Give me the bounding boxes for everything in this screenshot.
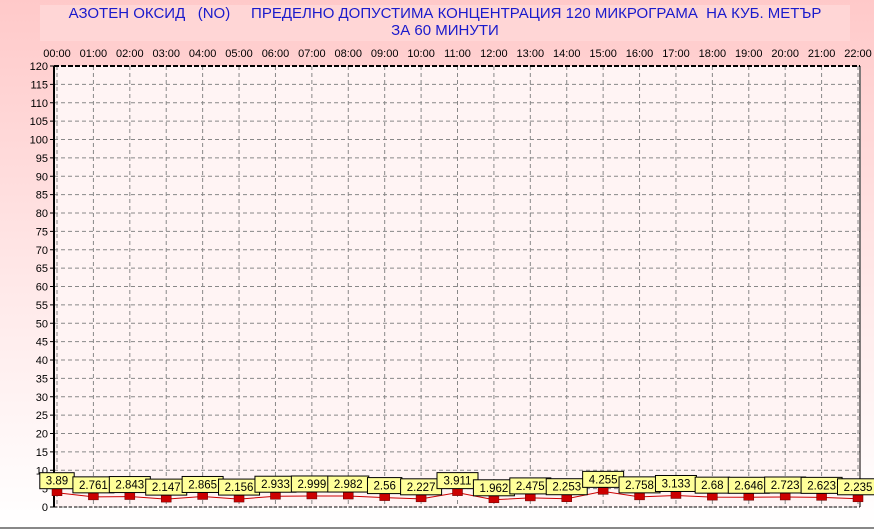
x-tick-label: 09:00 (371, 48, 399, 60)
x-tick-label: 00:00 (43, 48, 71, 60)
x-tick-label: 03:00 (152, 48, 180, 60)
data-point (160, 494, 172, 503)
y-tick-label: 115 (30, 79, 48, 91)
x-tick-label: 19:00 (735, 48, 763, 60)
y-tick-label: 85 (36, 190, 48, 202)
data-label: 2.623 (807, 480, 836, 492)
data-label: 2.235 (844, 482, 873, 494)
y-tick-label: 15 (36, 447, 48, 459)
y-tick-label: 105 (30, 116, 48, 128)
data-point (597, 487, 609, 495)
x-tick-label: 22:00 (844, 48, 872, 60)
data-point (124, 492, 136, 500)
y-tick-label: 30 (36, 392, 48, 404)
data-point (488, 495, 500, 504)
x-tick-label: 17:00 (662, 48, 690, 60)
x-tick-label: 14:00 (553, 48, 581, 60)
data-point (707, 492, 718, 501)
data-label: 2.475 (516, 481, 545, 493)
data-point (379, 493, 390, 501)
data-label: 2.723 (771, 480, 800, 492)
data-label: 2.56 (373, 481, 395, 493)
data-label: 2.147 (152, 482, 181, 494)
y-tick-label: 75 (36, 226, 48, 238)
data-point (452, 488, 463, 496)
data-point (233, 494, 245, 503)
y-tick-label: 100 (30, 135, 48, 147)
data-label: 4.255 (589, 474, 618, 486)
data-point (779, 492, 791, 501)
data-label: 1.962 (480, 483, 509, 495)
y-tick-label: 50 (36, 318, 48, 330)
chart-title: АЗОТЕН ОКСИД (NO) ПРЕДЕЛНО ДОПУСТИМА КОН… (68, 5, 822, 22)
data-label-box (837, 478, 874, 496)
data-point (306, 491, 318, 500)
data-point (270, 491, 281, 500)
x-tick-label: 12:00 (480, 48, 508, 60)
y-tick-label: 60 (36, 282, 48, 294)
data-label: 2.761 (79, 480, 108, 492)
y-tick-label: 70 (36, 245, 48, 257)
data-point (343, 491, 354, 500)
data-label: 3.89 (46, 476, 68, 488)
data-point (197, 492, 208, 500)
x-tick-label: 15:00 (589, 48, 617, 60)
x-tick-label: 07:00 (298, 48, 326, 60)
data-label: 2.646 (734, 480, 763, 492)
y-tick-label: 25 (36, 410, 48, 422)
x-tick-label: 16:00 (626, 48, 654, 60)
x-tick-label: 08:00 (335, 48, 363, 60)
data-label: 2.68 (701, 480, 723, 492)
x-tick-label: 13:00 (517, 48, 545, 60)
x-tick-label: 18:00 (699, 48, 727, 60)
y-tick-label: 80 (36, 208, 48, 220)
y-tick-label: 0 (42, 502, 48, 514)
data-label: 2.253 (552, 482, 581, 494)
data-point (88, 492, 99, 501)
data-point (525, 493, 536, 502)
data-label: 2.933 (261, 479, 290, 491)
data-point (816, 493, 827, 501)
y-tick-label: 95 (36, 153, 48, 165)
y-tick-label: 65 (36, 263, 48, 275)
y-tick-label: 55 (36, 300, 48, 312)
data-point (670, 491, 682, 499)
x-tick-label: 02:00 (116, 48, 144, 60)
data-label: 2.156 (225, 482, 254, 494)
data-label: 2.843 (115, 480, 144, 492)
data-label: 2.999 (297, 479, 326, 491)
data-point (634, 492, 645, 501)
x-tick-label: 04:00 (189, 48, 217, 60)
x-tick-label: 21:00 (808, 48, 836, 60)
x-tick-label: 01:00 (80, 48, 108, 60)
data-label: 3.911 (444, 476, 472, 488)
data-label: 2.758 (625, 480, 654, 492)
chart-title-box: АЗОТЕН ОКСИД (NO) ПРЕДЕЛНО ДОПУСТИМА КОН… (40, 5, 850, 41)
data-point (743, 493, 755, 501)
data-label: 2.865 (188, 479, 217, 491)
data-point (51, 488, 63, 496)
x-tick-label: 20:00 (771, 48, 799, 60)
chart-subtitle: ЗА 60 МИНУТИ (391, 22, 499, 39)
y-tick-label: 20 (36, 429, 48, 441)
y-tick-label: 5 (42, 484, 48, 496)
data-point (852, 494, 864, 503)
y-tick-label: 40 (36, 355, 48, 367)
x-tick-label: 11:00 (444, 48, 471, 60)
x-tick-label: 10:00 (407, 48, 435, 60)
y-tick-label: 120 (30, 61, 48, 73)
x-tick-label: 06:00 (262, 48, 290, 60)
y-tick-label: 90 (36, 171, 48, 183)
y-tick-label: 45 (36, 337, 48, 349)
y-tick-label: 35 (36, 373, 48, 385)
data-label: 3.133 (662, 478, 691, 490)
x-tick-label: 05:00 (225, 48, 253, 60)
y-tick-label: 110 (30, 98, 48, 110)
data-label: 2.982 (334, 479, 363, 491)
data-point (415, 494, 427, 503)
data-point (561, 494, 572, 502)
data-label: 2.227 (407, 482, 436, 494)
